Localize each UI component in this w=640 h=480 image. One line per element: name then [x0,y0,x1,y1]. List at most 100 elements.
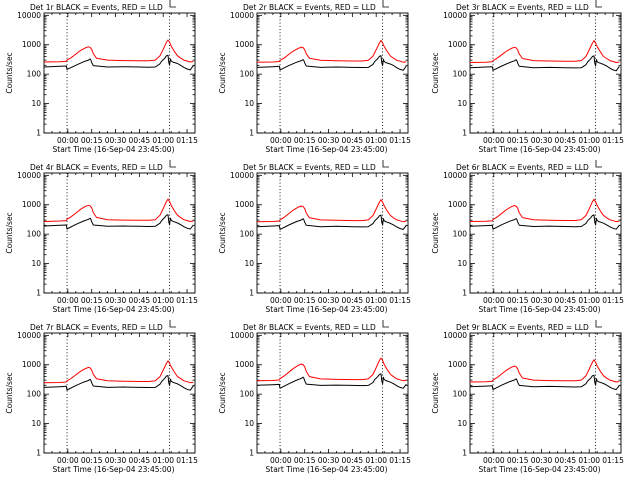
x-tick-label: 01:15 [176,456,198,465]
x-axis-title: Start Time (16-Sep-04 23:45:00) [266,145,388,154]
x-axis-title: Start Time (16-Sep-04 23:45:00) [53,305,175,314]
y-tick-label: 1 [462,129,467,138]
y-tick-label: 1000 [448,40,467,49]
corner-marker [169,0,176,8]
plot-frame [256,12,409,134]
x-axis-title: Start Time (16-Sep-04 23:45:00) [479,145,601,154]
x-tick-label: 00:15 [294,136,316,145]
x-tick-label: 00:00 [483,296,505,305]
x-axis-title: Start Time (16-Sep-04 23:45:00) [266,305,388,314]
x-tick-label: 00:45 [555,296,577,305]
x-tick-label: 00:45 [342,296,364,305]
detector-panel-8: Det 8r BLACK = Events, RED = LLD 1 10 100 10… [213,320,426,480]
chart-svg: Det 8r BLACK = Events, RED = LLD 1 10 100 10… [218,320,411,474]
x-tick-label: 01:00 [578,136,600,145]
plot-frame [256,332,409,454]
y-axis-title: Counts/sec [5,372,14,413]
y-tick-label: 1 [36,289,41,298]
chart-svg: Det 1r BLACK = Events, RED = LLD 1 10 100 10… [5,0,198,154]
x-tick-label: 00:00 [57,136,79,145]
chart-title: Det 9r BLACK = Events, RED = LLD [456,323,589,332]
y-tick-label: 100 [240,70,255,79]
x-tick-label: 00:30 [318,296,340,305]
x-axis-title: Start Time (16-Sep-04 23:45:00) [479,305,601,314]
y-tick-label: 10000 [443,331,467,340]
detector-panel-1: Det 1r BLACK = Events, RED = LLD 1 10 100 10… [0,0,213,160]
y-tick-label: 10 [244,419,254,428]
y-axis-title: Counts/sec [218,212,227,253]
x-tick-label: 00:45 [342,136,364,145]
x-tick-label: 00:45 [342,456,364,465]
chart-title: Det 1r BLACK = Events, RED = LLD [30,3,163,12]
y-tick-label: 10 [244,259,254,268]
x-tick-label: 01:00 [152,136,174,145]
y-tick-label: 10 [31,419,41,428]
lld-series-line [469,198,620,223]
lld-series-line [256,39,407,63]
events-series-line [469,55,620,72]
chart-title: Det 7r BLACK = Events, RED = LLD [30,323,163,332]
y-tick-label: 10000 [230,11,254,20]
chart-title: Det 3r BLACK = Events, RED = LLD [456,3,589,12]
x-tick-label: 00:30 [105,456,127,465]
y-tick-label: 100 [453,230,468,239]
y-axis-title: Counts/sec [431,372,440,413]
y-tick-label: 10 [31,99,41,108]
y-tick-label: 1000 [235,40,254,49]
corner-marker [595,0,602,8]
y-tick-label: 100 [240,230,255,239]
x-tick-label: 01:00 [365,456,387,465]
plot-frame [469,332,622,454]
x-axis-title: Start Time (16-Sep-04 23:45:00) [53,465,175,474]
events-series-line [256,55,407,71]
y-axis-title: Counts/sec [218,52,227,93]
y-tick-label: 10000 [17,11,41,20]
chart-title: Det 6r BLACK = Events, RED = LLD [456,163,589,172]
y-tick-label: 10 [457,259,467,268]
y-axis-title: Counts/sec [5,212,14,253]
events-series-line [43,54,194,71]
y-tick-label: 1000 [448,200,467,209]
y-tick-label: 10 [457,99,467,108]
y-tick-label: 1000 [22,40,41,49]
corner-marker [382,0,389,8]
y-tick-label: 10 [31,259,41,268]
events-series-line [43,375,194,391]
plot-frame [43,12,196,134]
detector-panel-7: Det 7r BLACK = Events, RED = LLD 1 10 100 10… [0,320,213,480]
x-tick-label: 01:15 [389,296,411,305]
x-tick-label: 01:15 [389,456,411,465]
x-tick-label: 00:30 [105,136,127,145]
x-tick-label: 00:00 [483,136,505,145]
y-tick-label: 100 [27,390,42,399]
chart-title: Det 8r BLACK = Events, RED = LLD [243,323,376,332]
chart-title: Det 2r BLACK = Events, RED = LLD [243,3,376,12]
y-tick-label: 1000 [448,360,467,369]
y-tick-label: 100 [240,390,255,399]
lld-series-line [43,198,194,222]
detector-panel-9: Det 9r BLACK = Events, RED = LLD 1 10 100 10… [426,320,639,480]
x-tick-label: 00:00 [270,456,292,465]
corner-marker [382,320,389,328]
y-axis-title: Counts/sec [5,52,14,93]
detector-panel-5: Det 5r BLACK = Events, RED = LLD 1 10 100 10… [213,160,426,320]
x-tick-label: 00:45 [555,456,577,465]
plot-frame [43,172,196,294]
x-tick-label: 00:15 [507,296,529,305]
chart-svg: Det 4r BLACK = Events, RED = LLD 1 10 100 10… [5,160,198,314]
corner-marker [382,160,389,168]
y-tick-label: 10000 [443,171,467,180]
y-tick-label: 1 [462,289,467,298]
x-tick-label: 00:00 [57,456,79,465]
corner-marker [595,320,602,328]
chart-svg: Det 7r BLACK = Events, RED = LLD 1 10 100 10… [5,320,198,474]
plot-frame [469,12,622,134]
y-tick-label: 1000 [22,360,41,369]
y-tick-label: 10 [457,419,467,428]
y-tick-label: 10000 [443,11,467,20]
y-tick-label: 1 [36,449,41,458]
x-axis-title: Start Time (16-Sep-04 23:45:00) [479,465,601,474]
y-tick-label: 10000 [17,171,41,180]
x-tick-label: 01:15 [389,136,411,145]
